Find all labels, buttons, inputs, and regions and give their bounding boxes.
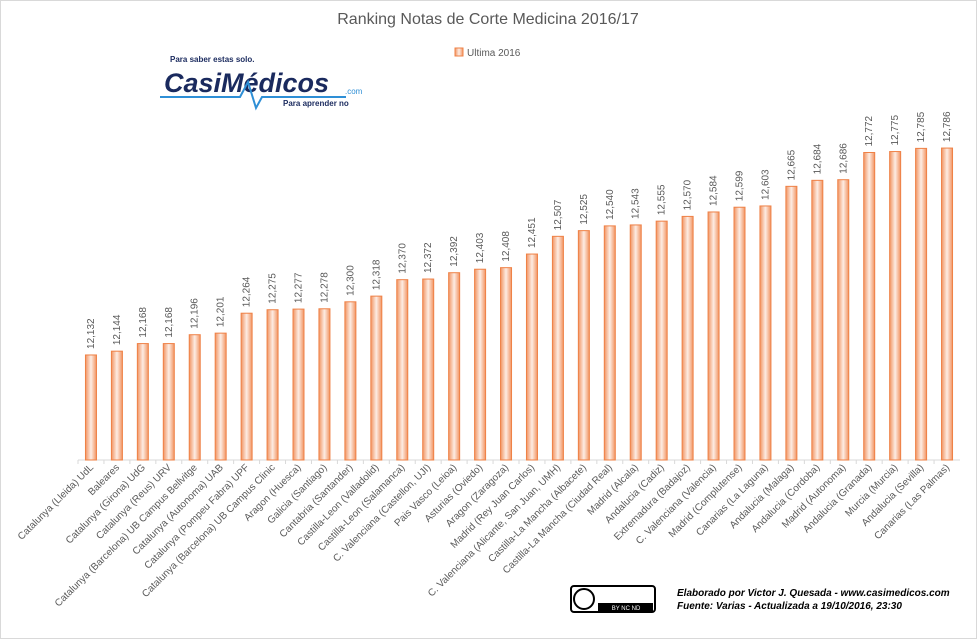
- legend-swatch: [454, 47, 464, 57]
- bar: [837, 179, 850, 461]
- value-label: 12,584: [709, 175, 720, 206]
- bar: [370, 295, 383, 461]
- logo-pulse: [160, 79, 346, 111]
- cc-badge: BY NC ND: [570, 585, 656, 613]
- value-label: 12,392: [449, 236, 460, 267]
- value-label: 12,686: [838, 143, 849, 174]
- value-label: 12,277: [294, 272, 305, 303]
- value-label: 12,684: [812, 143, 823, 174]
- value-label: 12,196: [190, 298, 201, 329]
- value-label: 12,540: [605, 189, 616, 220]
- bar: [318, 308, 331, 461]
- cc-strip: [598, 603, 653, 611]
- bar: [525, 253, 538, 461]
- bar: [915, 147, 928, 461]
- bar: [240, 312, 253, 461]
- value-label: 12,275: [268, 273, 279, 304]
- bar: [707, 211, 720, 461]
- bar: [474, 268, 487, 461]
- chart-title: Ranking Notas de Corte Medicina 2016/17: [337, 11, 639, 28]
- bar: [655, 220, 668, 461]
- bar: [681, 215, 694, 461]
- bar: [603, 225, 616, 461]
- value-label: 12,665: [786, 149, 797, 180]
- cc-icon: [573, 588, 595, 610]
- bar: [629, 224, 642, 461]
- logo-tagline: Para aprender no: [283, 99, 349, 108]
- bar: [136, 343, 149, 461]
- legend-label: Ultima 2016: [467, 48, 521, 59]
- bar: [422, 278, 435, 461]
- logo-tagline: Para saber estas solo.: [170, 55, 255, 64]
- value-label: 12,201: [216, 296, 227, 327]
- value-label: 12,775: [890, 115, 901, 146]
- bar: [811, 179, 824, 461]
- bar: [577, 230, 590, 461]
- value-label: 12,603: [760, 169, 771, 200]
- value-label: 12,786: [942, 111, 953, 142]
- value-label: 12,599: [735, 170, 746, 201]
- bar: [863, 151, 876, 461]
- value-label: 12,132: [86, 318, 97, 349]
- bar: [214, 332, 227, 461]
- value-label: 12,168: [164, 307, 175, 338]
- value-label: 12,507: [553, 199, 564, 230]
- value-label: 12,451: [527, 217, 538, 248]
- bar: [396, 279, 409, 461]
- bar: [344, 301, 357, 461]
- value-label: 12,144: [112, 314, 123, 345]
- footer-credit: Elaborado por Victor J. Quesada - www.ca…: [677, 588, 950, 599]
- bar: [500, 267, 513, 461]
- value-label: 12,525: [579, 194, 590, 225]
- bar: [889, 151, 902, 461]
- value-label: 12,278: [319, 272, 330, 303]
- value-label: 12,555: [657, 184, 668, 215]
- value-label: 12,408: [501, 231, 512, 262]
- cc-text: BY NC ND: [612, 606, 641, 612]
- value-label: 12,570: [683, 179, 694, 210]
- bar: [785, 185, 798, 461]
- logo: Para saber estas solo. CasiMédicos .com …: [160, 55, 363, 111]
- bar: [292, 308, 305, 461]
- value-label: 12,300: [345, 265, 356, 296]
- bar: [84, 354, 97, 461]
- value-label: 12,168: [138, 307, 149, 338]
- bar: [941, 147, 954, 461]
- bar: [188, 334, 201, 461]
- logo-domain: .com: [345, 87, 363, 96]
- value-label: 12,543: [631, 188, 642, 219]
- value-label: 12,370: [397, 243, 408, 274]
- bar: [448, 272, 461, 461]
- value-label: 12,318: [371, 259, 382, 290]
- footer-source: Fuente: Varias - Actualizada a 19/10/201…: [677, 601, 902, 612]
- bar: [110, 350, 123, 461]
- value-label: 12,372: [423, 242, 434, 273]
- bar: [759, 205, 772, 461]
- bar: [551, 235, 564, 461]
- value-label: 12,785: [916, 111, 927, 142]
- bar: [733, 206, 746, 461]
- value-label: 12,772: [864, 115, 875, 146]
- bar: [266, 309, 279, 461]
- value-label: 12,264: [242, 276, 253, 307]
- value-label: 12,403: [475, 232, 486, 263]
- bar: [162, 343, 175, 461]
